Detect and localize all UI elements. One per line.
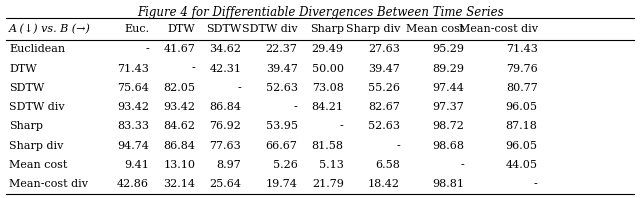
- Text: 52.63: 52.63: [266, 83, 298, 93]
- Text: 76.92: 76.92: [209, 121, 241, 131]
- Text: 41.67: 41.67: [163, 44, 195, 54]
- Text: DTW: DTW: [9, 64, 36, 74]
- Text: 52.63: 52.63: [368, 121, 400, 131]
- Text: 95.29: 95.29: [432, 44, 464, 54]
- Text: 93.42: 93.42: [163, 102, 195, 112]
- Text: Sharp div: Sharp div: [9, 141, 63, 151]
- Text: 44.05: 44.05: [506, 160, 538, 170]
- Text: 84.21: 84.21: [312, 102, 344, 112]
- Text: 9.41: 9.41: [124, 160, 149, 170]
- Text: 25.64: 25.64: [209, 179, 241, 189]
- Text: DTW: DTW: [168, 24, 195, 34]
- Text: 89.29: 89.29: [432, 64, 464, 74]
- Text: 86.84: 86.84: [163, 141, 195, 151]
- Text: 82.05: 82.05: [163, 83, 195, 93]
- Text: SDTW: SDTW: [206, 24, 241, 34]
- Text: 55.26: 55.26: [368, 83, 400, 93]
- Text: 6.58: 6.58: [375, 160, 400, 170]
- Text: 22.37: 22.37: [266, 44, 298, 54]
- Text: Sharp: Sharp: [310, 24, 344, 34]
- Text: Euclidean: Euclidean: [9, 44, 65, 54]
- Text: 42.86: 42.86: [117, 179, 149, 189]
- Text: Sharp div: Sharp div: [346, 24, 400, 34]
- Text: 42.31: 42.31: [209, 64, 241, 74]
- Text: -: -: [191, 64, 195, 74]
- Text: Sharp: Sharp: [9, 121, 43, 131]
- Text: Mean-cost div: Mean-cost div: [459, 24, 538, 34]
- Text: 29.49: 29.49: [312, 44, 344, 54]
- Text: SDTW div: SDTW div: [9, 102, 65, 112]
- Text: 96.05: 96.05: [506, 141, 538, 151]
- Text: 71.43: 71.43: [117, 64, 149, 74]
- Text: 19.74: 19.74: [266, 179, 298, 189]
- Text: -: -: [237, 83, 241, 93]
- Text: 83.33: 83.33: [117, 121, 149, 131]
- Text: 8.97: 8.97: [216, 160, 241, 170]
- Text: Figure 4 for Differentiable Divergences Between Time Series: Figure 4 for Differentiable Divergences …: [137, 6, 503, 19]
- Text: 98.72: 98.72: [432, 121, 464, 131]
- Text: -: -: [396, 141, 400, 151]
- Text: 53.95: 53.95: [266, 121, 298, 131]
- Text: -: -: [294, 102, 298, 112]
- Text: 50.00: 50.00: [312, 64, 344, 74]
- Text: -: -: [145, 44, 149, 54]
- Text: 77.63: 77.63: [209, 141, 241, 151]
- Text: 86.84: 86.84: [209, 102, 241, 112]
- Text: 80.77: 80.77: [506, 83, 538, 93]
- Text: Mean-cost div: Mean-cost div: [9, 179, 88, 189]
- Text: 32.14: 32.14: [163, 179, 195, 189]
- Text: 34.62: 34.62: [209, 44, 241, 54]
- Text: Mean cost: Mean cost: [9, 160, 67, 170]
- Text: 39.47: 39.47: [368, 64, 400, 74]
- Text: 71.43: 71.43: [506, 44, 538, 54]
- Text: 84.62: 84.62: [163, 121, 195, 131]
- Text: SDTW: SDTW: [9, 83, 44, 93]
- Text: 18.42: 18.42: [368, 179, 400, 189]
- Text: 21.79: 21.79: [312, 179, 344, 189]
- Text: Mean cost: Mean cost: [406, 24, 464, 34]
- Text: 97.44: 97.44: [432, 83, 464, 93]
- Text: 94.74: 94.74: [117, 141, 149, 151]
- Text: A (↓) vs. B (→): A (↓) vs. B (→): [9, 24, 91, 34]
- Text: -: -: [340, 121, 344, 131]
- Text: 96.05: 96.05: [506, 102, 538, 112]
- Text: 5.26: 5.26: [273, 160, 298, 170]
- Text: -: -: [460, 160, 464, 170]
- Text: 13.10: 13.10: [163, 160, 195, 170]
- Text: 87.18: 87.18: [506, 121, 538, 131]
- Text: 82.67: 82.67: [368, 102, 400, 112]
- Text: 81.58: 81.58: [312, 141, 344, 151]
- Text: 98.81: 98.81: [432, 179, 464, 189]
- Text: 73.08: 73.08: [312, 83, 344, 93]
- Text: 98.68: 98.68: [432, 141, 464, 151]
- Text: 93.42: 93.42: [117, 102, 149, 112]
- Text: -: -: [534, 179, 538, 189]
- Text: 79.76: 79.76: [506, 64, 538, 74]
- Text: 27.63: 27.63: [368, 44, 400, 54]
- Text: 5.13: 5.13: [319, 160, 344, 170]
- Text: 66.67: 66.67: [266, 141, 298, 151]
- Text: 97.37: 97.37: [432, 102, 464, 112]
- Text: 75.64: 75.64: [117, 83, 149, 93]
- Text: Euc.: Euc.: [124, 24, 149, 34]
- Text: SDTW div: SDTW div: [242, 24, 298, 34]
- Text: 39.47: 39.47: [266, 64, 298, 74]
